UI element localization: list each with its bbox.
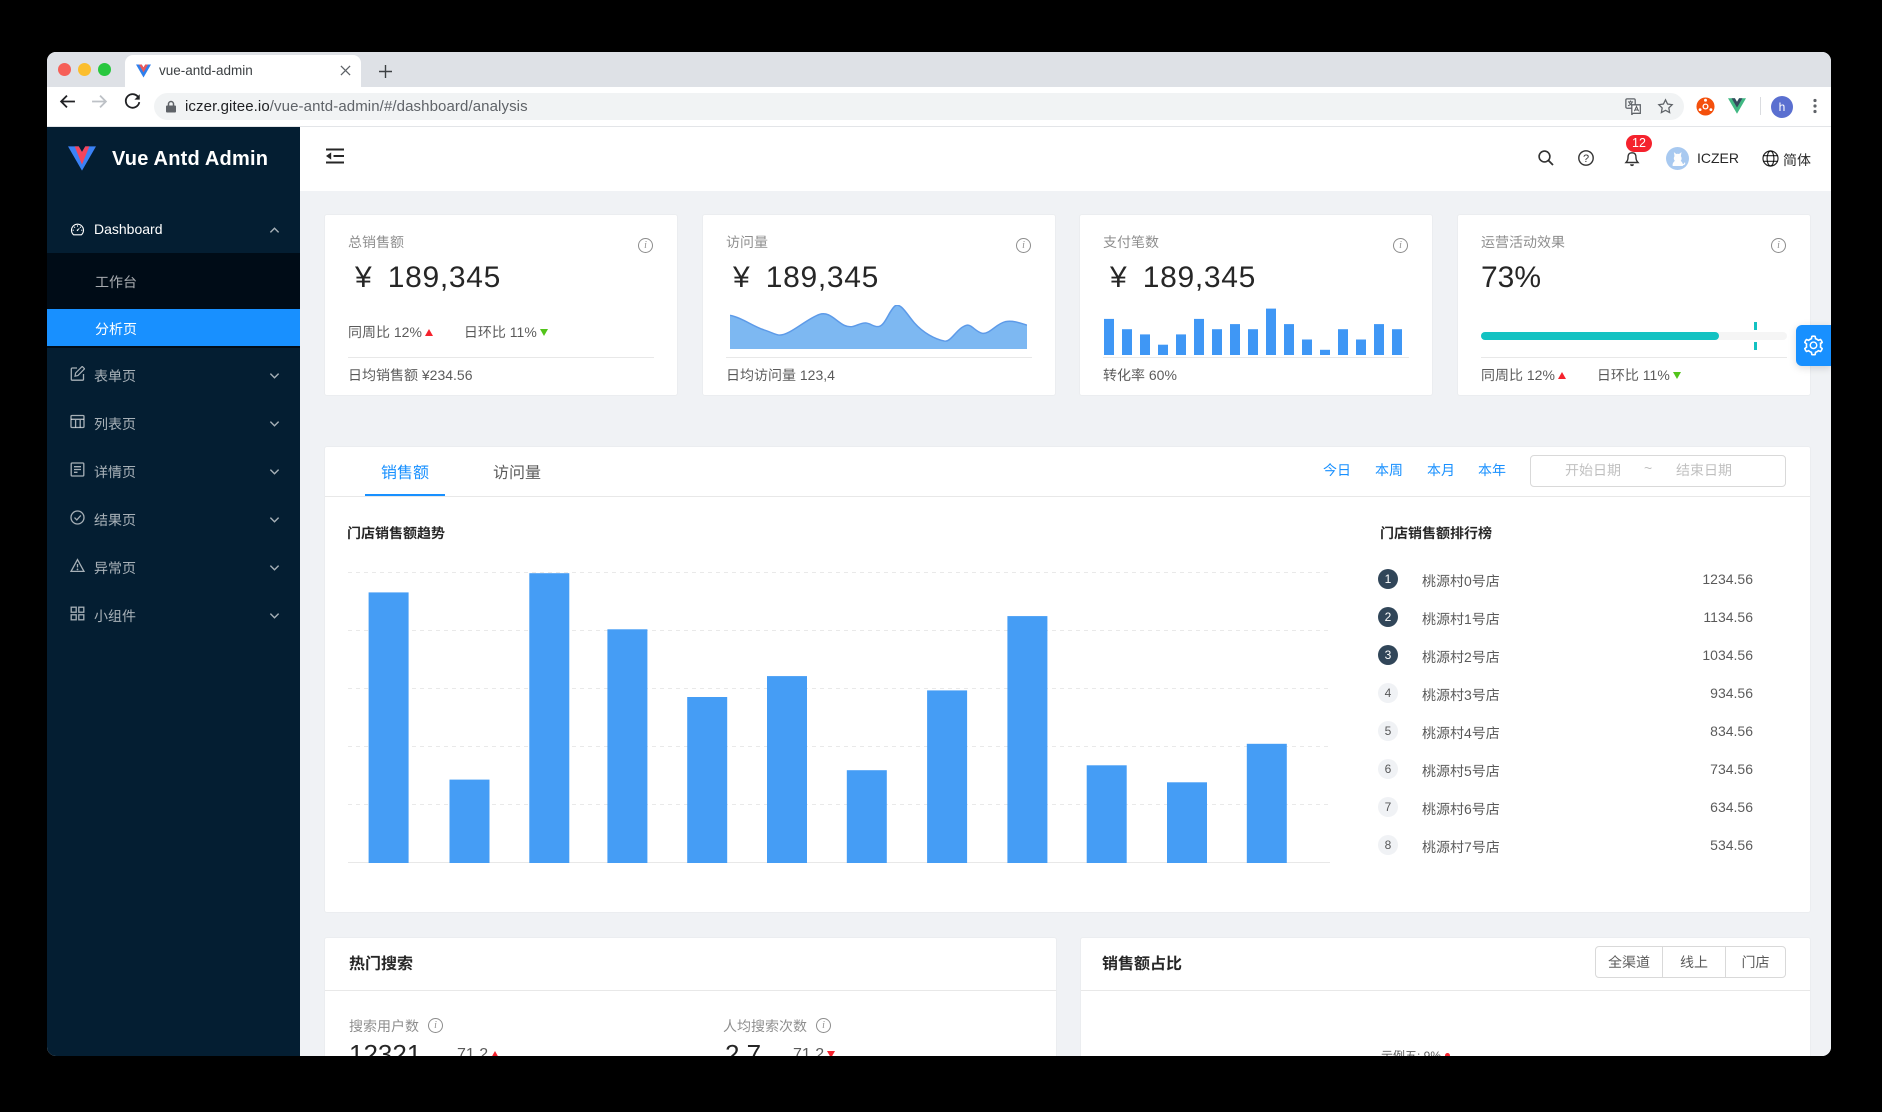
svg-text:?: ?	[1583, 153, 1589, 165]
